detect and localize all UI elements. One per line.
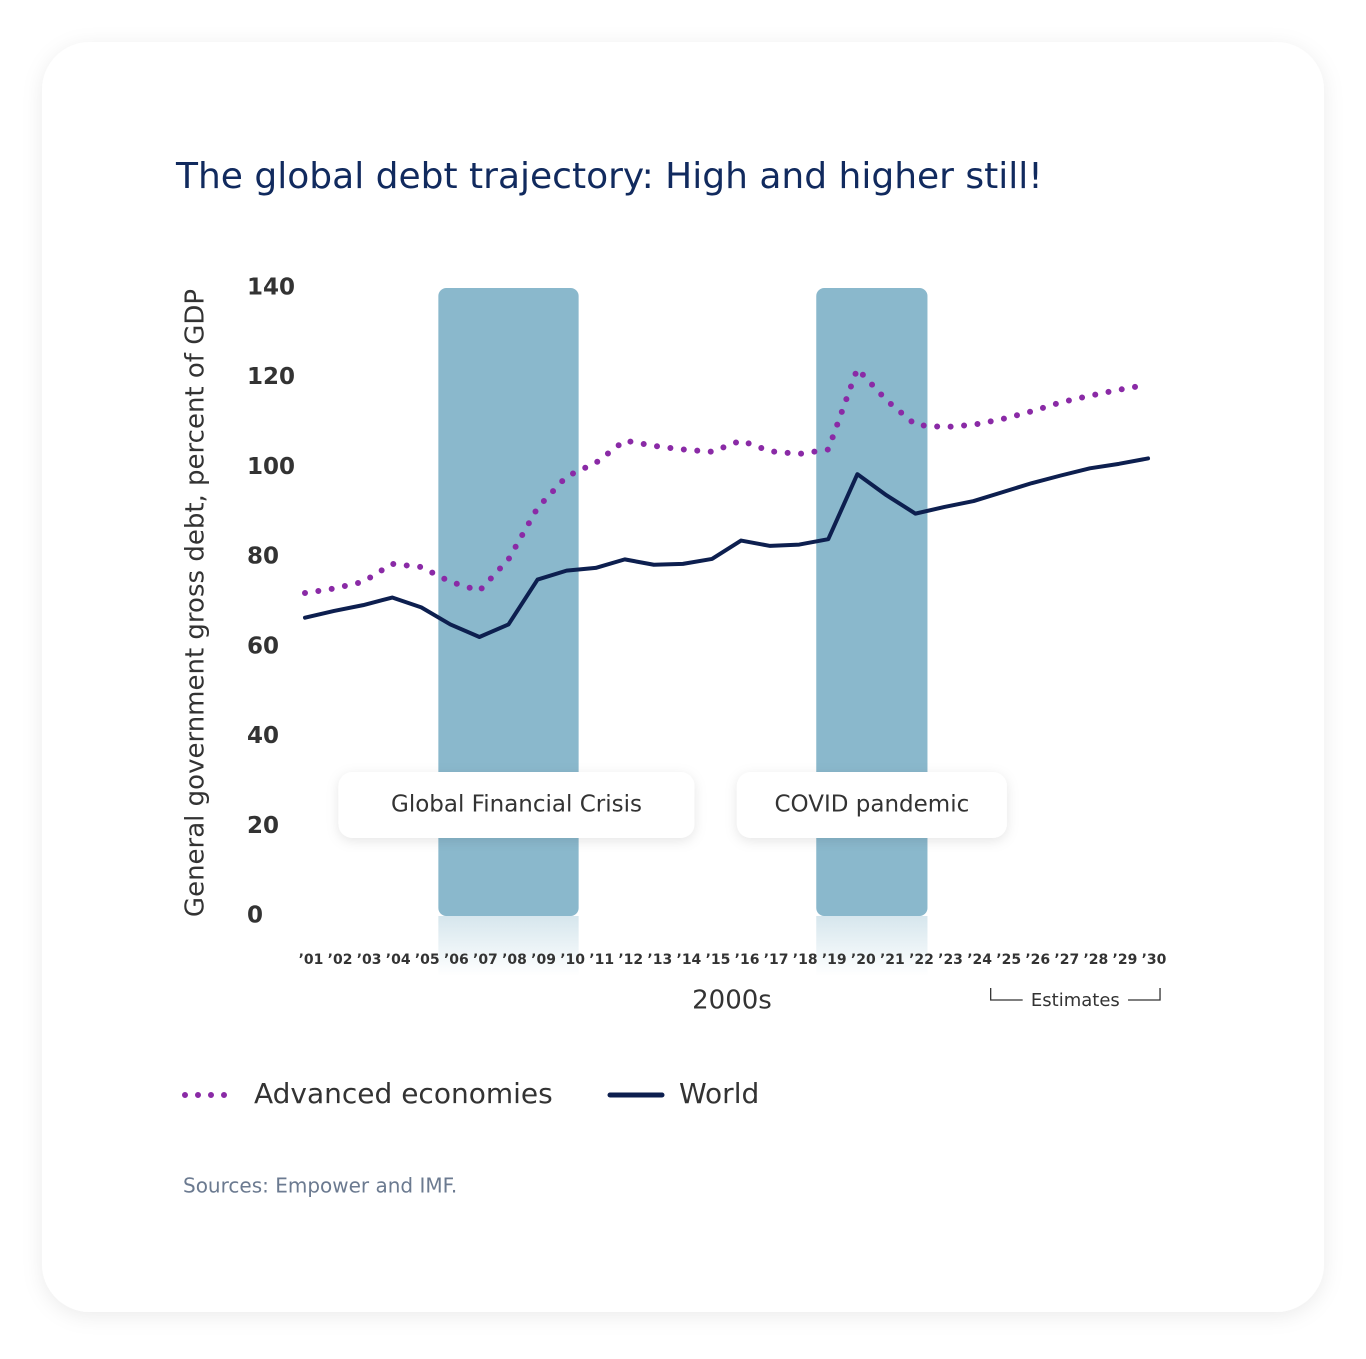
data-line xyxy=(302,365,1152,597)
y-axis-label: General government gross debt, percent o… xyxy=(181,289,211,917)
data-line xyxy=(303,456,1151,639)
x-tick-label: ’19 xyxy=(822,952,847,968)
x-tick-label: ’09 xyxy=(531,952,556,968)
x-tick-label: ’24 xyxy=(967,952,992,968)
y-tick-label: 60 xyxy=(247,633,279,659)
x-tick-label: ’17 xyxy=(764,952,789,968)
card xyxy=(42,42,1324,1312)
shaded-region xyxy=(438,288,579,916)
x-axis-label: 2000s xyxy=(692,986,772,1016)
x-tick-label: ’27 xyxy=(1054,952,1079,968)
y-tick-label: 100 xyxy=(247,454,295,480)
chart-title: The global debt trajectory: High and hig… xyxy=(175,156,1043,197)
x-tick-label: ’12 xyxy=(618,952,643,968)
shaded-fade xyxy=(816,916,928,976)
x-tick-label: ’14 xyxy=(677,952,702,968)
y-tick-label: 140 xyxy=(247,275,295,301)
source: Sources: Empower and IMF. xyxy=(183,1174,457,1198)
x-tick-label: ’25 xyxy=(996,952,1021,968)
shaded-fade xyxy=(438,916,579,976)
shaded-region xyxy=(816,288,928,916)
x-tick-label: ’29 xyxy=(1113,952,1138,968)
x-tick-label: ’03 xyxy=(357,952,382,968)
x-tick-label: ’05 xyxy=(415,952,440,968)
annotation-box xyxy=(338,772,695,838)
x-tick-label: ’22 xyxy=(909,952,934,968)
x-tick-label: ’10 xyxy=(560,952,585,968)
x-tick-label: ’06 xyxy=(444,952,469,968)
x-tick-label: ’16 xyxy=(735,952,760,968)
legend-label: World xyxy=(679,1077,759,1110)
x-tick-label: ’18 xyxy=(793,952,818,968)
x-tick-label: ’20 xyxy=(851,952,876,968)
x-tick-label: ’21 xyxy=(880,952,905,968)
legend-label: Advanced economies xyxy=(254,1077,553,1110)
y-tick-label: 20 xyxy=(247,813,279,839)
y-tick-label: 80 xyxy=(247,544,279,570)
y-tick-label: 0 xyxy=(247,903,263,929)
x-tick-label: ’01 xyxy=(299,952,324,968)
y-tick-label: 40 xyxy=(247,723,279,749)
estimates-bracket xyxy=(990,988,1161,1001)
annotation-box xyxy=(736,772,1007,838)
x-tick-label: ’15 xyxy=(706,952,731,968)
estimates-label: Estimates xyxy=(1031,990,1120,1011)
y-tick-label: 120 xyxy=(247,364,295,390)
x-tick-label: ’08 xyxy=(502,952,527,968)
x-tick-label: ’23 xyxy=(938,952,963,968)
x-tick-label: ’04 xyxy=(386,952,411,968)
x-tick-label: ’28 xyxy=(1083,952,1108,968)
x-tick-label: ’13 xyxy=(647,952,672,968)
x-tick-label: ’07 xyxy=(473,952,498,968)
annotation-label: Global Financial Crisis xyxy=(391,792,642,818)
annotation-label: COVID pandemic xyxy=(774,792,969,818)
x-tick-label: ’02 xyxy=(328,952,353,968)
x-tick-label: ’30 xyxy=(1142,952,1167,968)
x-tick-label: ’26 xyxy=(1025,952,1050,968)
x-tick-label: ’11 xyxy=(589,952,614,968)
